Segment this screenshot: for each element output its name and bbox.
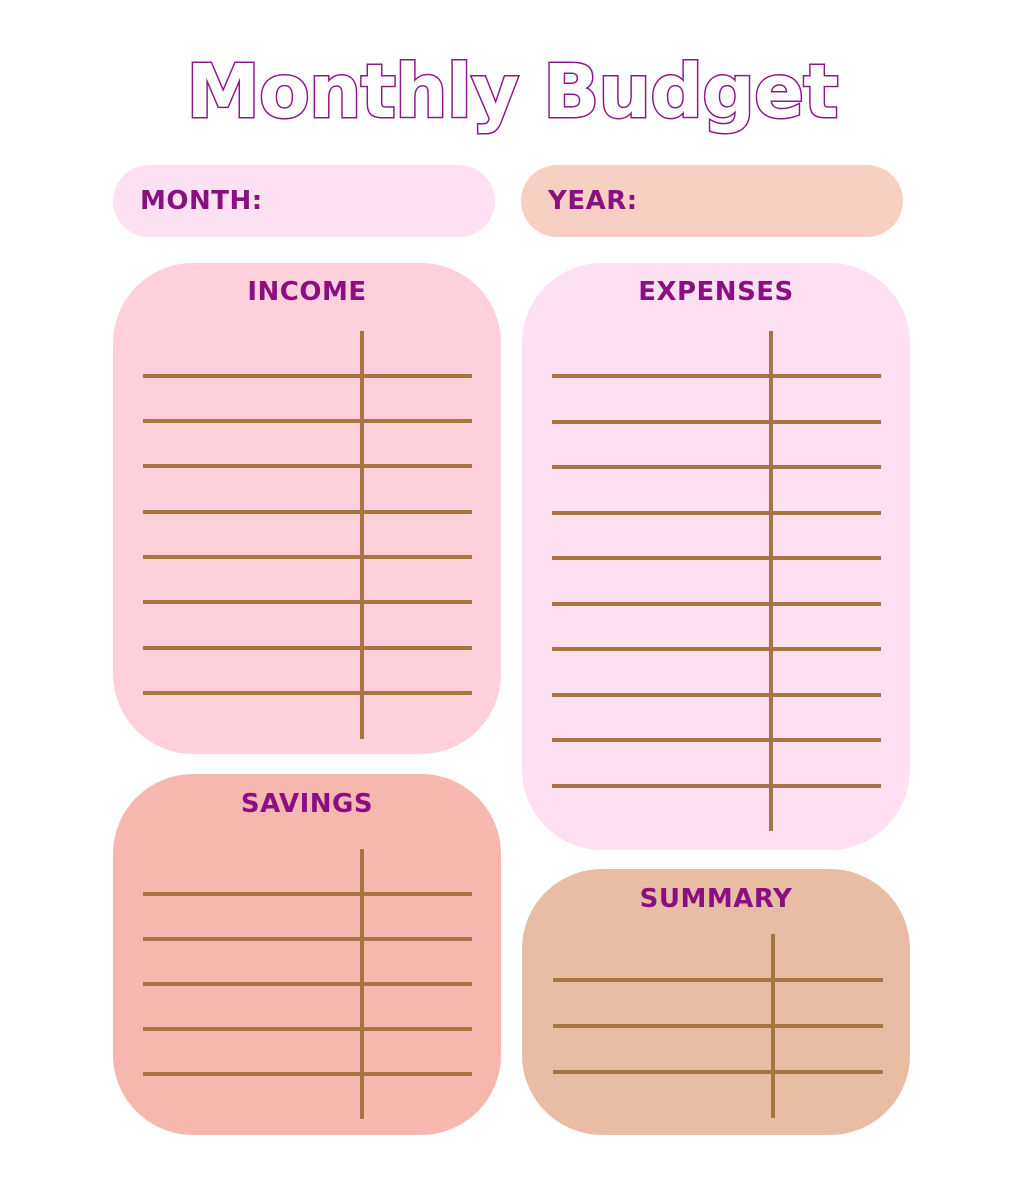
- summary-row-line[interactable]: [553, 978, 883, 982]
- savings-row-line[interactable]: [143, 1072, 472, 1076]
- expenses-row-line[interactable]: [552, 738, 881, 742]
- expenses-row-line[interactable]: [552, 511, 881, 515]
- summary-card: SUMMARY: [522, 869, 910, 1135]
- income-row-line[interactable]: [143, 600, 472, 604]
- income-row-line[interactable]: [143, 419, 472, 423]
- summary-title: SUMMARY: [639, 884, 793, 914]
- savings-title: SAVINGS: [240, 789, 374, 819]
- income-column-divider: [360, 331, 364, 739]
- expenses-row-line[interactable]: [552, 374, 881, 378]
- income-row-line[interactable]: [143, 510, 472, 514]
- year-field[interactable]: YEAR:: [521, 165, 903, 237]
- page-title: Monthly Budget: [185, 48, 840, 137]
- expenses-row-line[interactable]: [552, 420, 881, 424]
- expenses-row-line[interactable]: [552, 602, 881, 606]
- expenses-row-line[interactable]: [552, 465, 881, 469]
- expenses-title: EXPENSES: [638, 277, 794, 307]
- income-row-line[interactable]: [143, 464, 472, 468]
- income-row-line[interactable]: [143, 555, 472, 559]
- savings-card: SAVINGS: [113, 774, 501, 1135]
- income-row-line[interactable]: [143, 374, 472, 378]
- expenses-card: EXPENSES: [522, 263, 910, 850]
- expenses-column-divider: [769, 331, 773, 831]
- expenses-row-line[interactable]: [552, 693, 881, 697]
- summary-row-line[interactable]: [553, 1070, 883, 1074]
- savings-row-line[interactable]: [143, 1027, 472, 1031]
- income-row-line[interactable]: [143, 691, 472, 695]
- income-card: INCOME: [113, 263, 501, 754]
- expenses-row-line[interactable]: [552, 556, 881, 560]
- expenses-row-line[interactable]: [552, 647, 881, 651]
- month-field[interactable]: MONTH:: [113, 165, 495, 237]
- expenses-row-line[interactable]: [552, 784, 881, 788]
- income-title: INCOME: [247, 277, 367, 307]
- savings-row-line[interactable]: [143, 892, 472, 896]
- savings-row-line[interactable]: [143, 937, 472, 941]
- month-label: MONTH:: [140, 186, 263, 216]
- savings-row-line[interactable]: [143, 982, 472, 986]
- year-label: YEAR:: [548, 186, 638, 216]
- income-row-line[interactable]: [143, 646, 472, 650]
- summary-row-line[interactable]: [553, 1024, 883, 1028]
